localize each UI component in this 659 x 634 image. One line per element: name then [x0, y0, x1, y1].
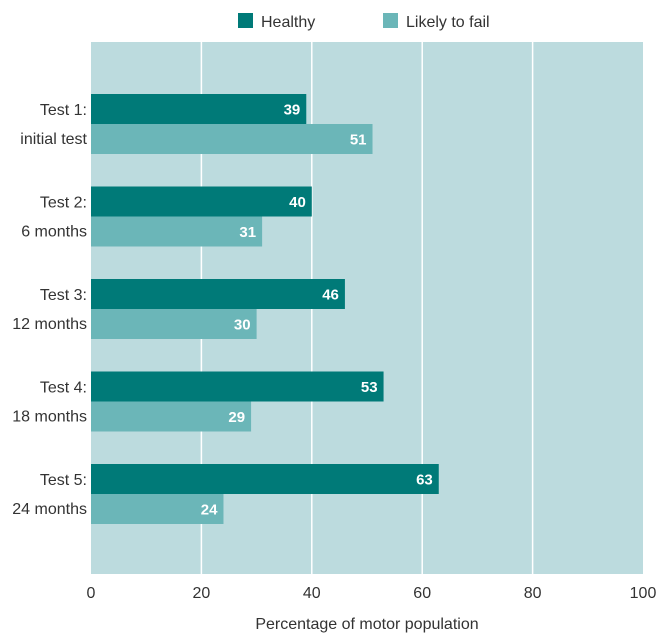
- category-label: Test 3:: [40, 287, 87, 304]
- bar-value-label: 40: [289, 194, 306, 211]
- legend-swatch: [238, 13, 253, 28]
- category-label: Test 2:: [40, 195, 87, 212]
- category-label: Test 1:: [40, 102, 87, 119]
- bar-value-label: 24: [201, 502, 218, 519]
- bar-value-label: 46: [322, 287, 339, 304]
- bar-likely-to-fail: [91, 216, 263, 247]
- category-label: 6 months: [21, 224, 87, 241]
- bar-value-label: 51: [350, 132, 367, 149]
- bars: 39 51 40 31 46 30 53 29 63 24: [91, 94, 439, 524]
- category-label: initial test: [20, 131, 87, 148]
- x-tick-label: 20: [193, 585, 211, 602]
- category-label: Test 4:: [40, 380, 87, 397]
- category-label: 24 months: [12, 501, 87, 518]
- bar-value-label: 53: [361, 379, 378, 396]
- x-tick-label: 40: [303, 585, 321, 602]
- x-tick-label: 0: [87, 585, 96, 602]
- legend-label: Likely to fail: [406, 14, 490, 31]
- bar-likely-to-fail: [91, 401, 252, 432]
- bar-likely-to-fail: [91, 494, 224, 524]
- bar-healthy: [91, 464, 439, 494]
- bar-healthy: [91, 371, 384, 402]
- category-label: 12 months: [12, 316, 87, 333]
- bar-value-label: 30: [234, 317, 251, 334]
- category-label: 18 months: [12, 409, 87, 426]
- bar-value-label: 29: [228, 409, 245, 426]
- bar-value-label: 31: [239, 224, 256, 241]
- x-tick-label: 60: [413, 585, 431, 602]
- bar-healthy: [91, 186, 312, 217]
- legend-swatch: [383, 13, 398, 28]
- bar-likely-to-fail: [91, 124, 373, 154]
- legend: Healthy Likely to fail: [238, 13, 490, 31]
- bar-healthy: [91, 279, 345, 309]
- bar-healthy: [91, 94, 307, 124]
- bar-value-label: 39: [284, 102, 301, 119]
- bar-value-label: 63: [416, 472, 433, 489]
- x-tick-labels: 0 20 40 60 80 100: [87, 585, 657, 602]
- x-tick-label: 100: [630, 585, 657, 602]
- category-label: Test 5:: [40, 472, 87, 489]
- bar-likely-to-fail: [91, 309, 257, 339]
- legend-label: Healthy: [261, 14, 315, 31]
- x-tick-label: 80: [524, 585, 542, 602]
- x-axis-title: Percentage of motor population: [255, 616, 478, 633]
- category-labels: Test 1: initial test Test 2: 6 months Test 3…: [12, 102, 87, 518]
